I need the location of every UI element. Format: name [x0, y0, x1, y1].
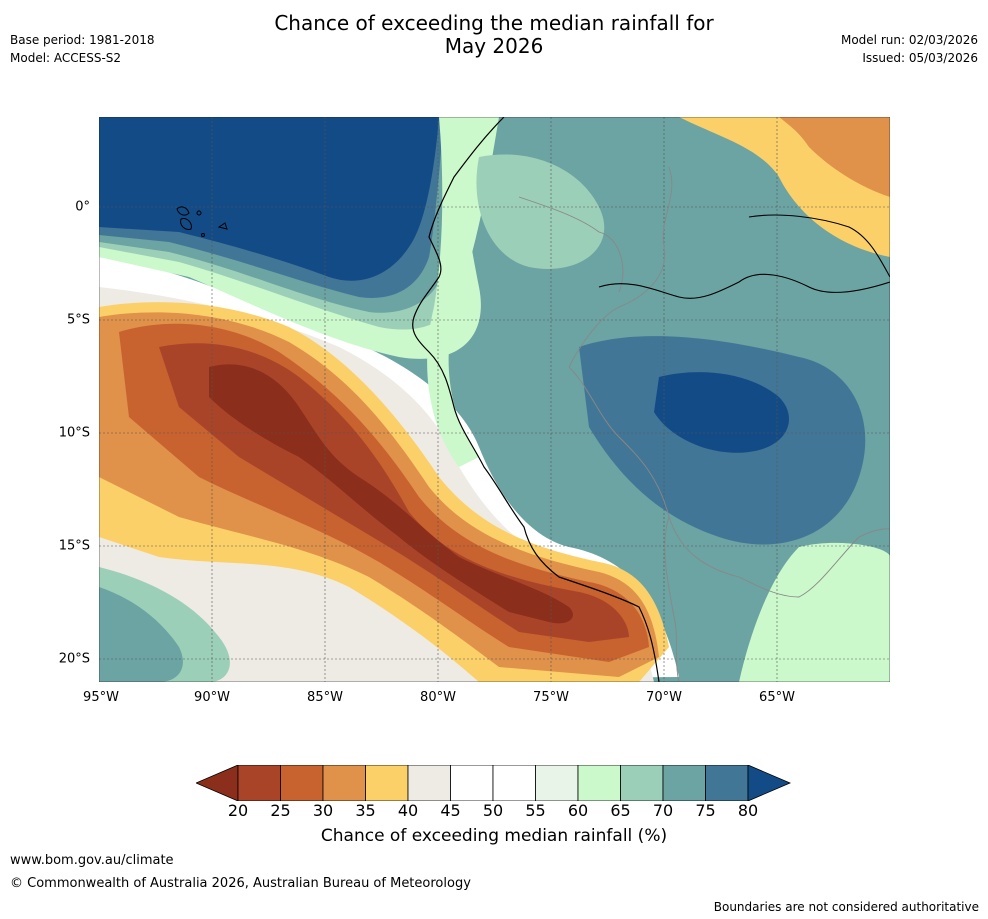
- y-tick-label: 15°S: [58, 538, 90, 554]
- colorbar-tick-label: 70: [652, 801, 674, 820]
- north-land-wet-patch: [476, 154, 605, 269]
- colorbar-tick-label: 50: [482, 801, 504, 820]
- colorbar-cell: [450, 765, 494, 801]
- footer-url[interactable]: www.bom.gov.au/climate: [10, 853, 174, 868]
- colorbar-extend-low: [196, 765, 239, 801]
- rainfall-map: [98, 116, 891, 683]
- amazon-wettest-core: [654, 372, 789, 453]
- colorbar-label: Chance of exceeding median rainfall (%): [320, 826, 668, 846]
- y-tick-label: 5°S: [66, 312, 90, 328]
- colorbar-cell: [620, 765, 664, 801]
- x-tick-label: 90°W: [194, 690, 230, 705]
- title-line-2: May 2026: [444, 34, 544, 58]
- colorbar-tick-label: 25: [270, 801, 291, 820]
- x-tick-label: 80°W: [420, 690, 456, 705]
- colorbar-cell: [237, 765, 281, 801]
- colorbar-tick-label: 80: [737, 801, 759, 820]
- colorbar-cell: [577, 765, 621, 801]
- page-title: Chance of exceeding the median rainfall …: [0, 12, 988, 58]
- colorbar-cell: [535, 765, 579, 801]
- colorbar: [196, 765, 792, 801]
- footer-copyright: © Commonwealth of Australia 2026, Austra…: [10, 876, 471, 891]
- y-tick-label: 20°S: [58, 651, 90, 667]
- southwest-wetter-region: [99, 587, 183, 682]
- model-text: Model: ACCESS-S2: [10, 51, 122, 65]
- y-tick-label: 0°: [75, 199, 90, 215]
- model-run-text: Model run: 02/03/2026: [840, 33, 978, 47]
- coastline: [412, 117, 660, 682]
- y-tick-label: 10°S: [58, 425, 90, 441]
- x-tick-label: 85°W: [307, 690, 343, 705]
- title-line-1: Chance of exceeding the median rainfall …: [274, 11, 714, 35]
- dry-region-below-20: [209, 364, 573, 624]
- colorbar-tick-label: 30: [312, 801, 334, 820]
- colorbar-cell: [280, 765, 324, 801]
- colorbar-cell: [705, 765, 749, 801]
- northwest-wet-core: [99, 117, 439, 281]
- colorbar-cell: [492, 765, 536, 801]
- colorbar-extend-high: [747, 765, 792, 801]
- colorbar-cell: [365, 765, 409, 801]
- base-period-text: Base period: 1981-2018: [10, 33, 155, 47]
- x-tick-label: 70°W: [646, 690, 682, 705]
- amazon-mouth: [748, 214, 890, 278]
- x-tick-label: 65°W: [759, 690, 795, 705]
- colorbar-tick-label: 65: [610, 801, 631, 820]
- country-borders: [518, 166, 890, 682]
- colorbar-tick-label: 60: [567, 801, 589, 820]
- colorbar-tick-label: 55: [525, 801, 546, 820]
- colorbar-cell: [322, 765, 366, 801]
- colorbar-cell: [662, 765, 706, 801]
- colorbar-tick-label: 40: [397, 801, 419, 820]
- colorbar-tick-label: 35: [355, 801, 376, 820]
- rainfall-map-svg: [98, 116, 891, 683]
- colorbar-cell: [407, 765, 451, 801]
- galapagos-islands: [176, 206, 228, 237]
- colorbar-tick-label: 45: [440, 801, 461, 820]
- x-tick-label: 75°W: [533, 690, 569, 705]
- issued-text: Issued: 05/03/2026: [862, 51, 978, 65]
- amazon-river: [598, 273, 890, 299]
- northeast-drier-region: [779, 117, 890, 197]
- colorbar-tick-label: 20: [227, 801, 249, 820]
- x-tick-label: 95°W: [83, 690, 119, 705]
- colorbar-tick-label: 75: [695, 801, 716, 820]
- footer-disclaimer: Boundaries are not considered authoritat…: [713, 900, 979, 914]
